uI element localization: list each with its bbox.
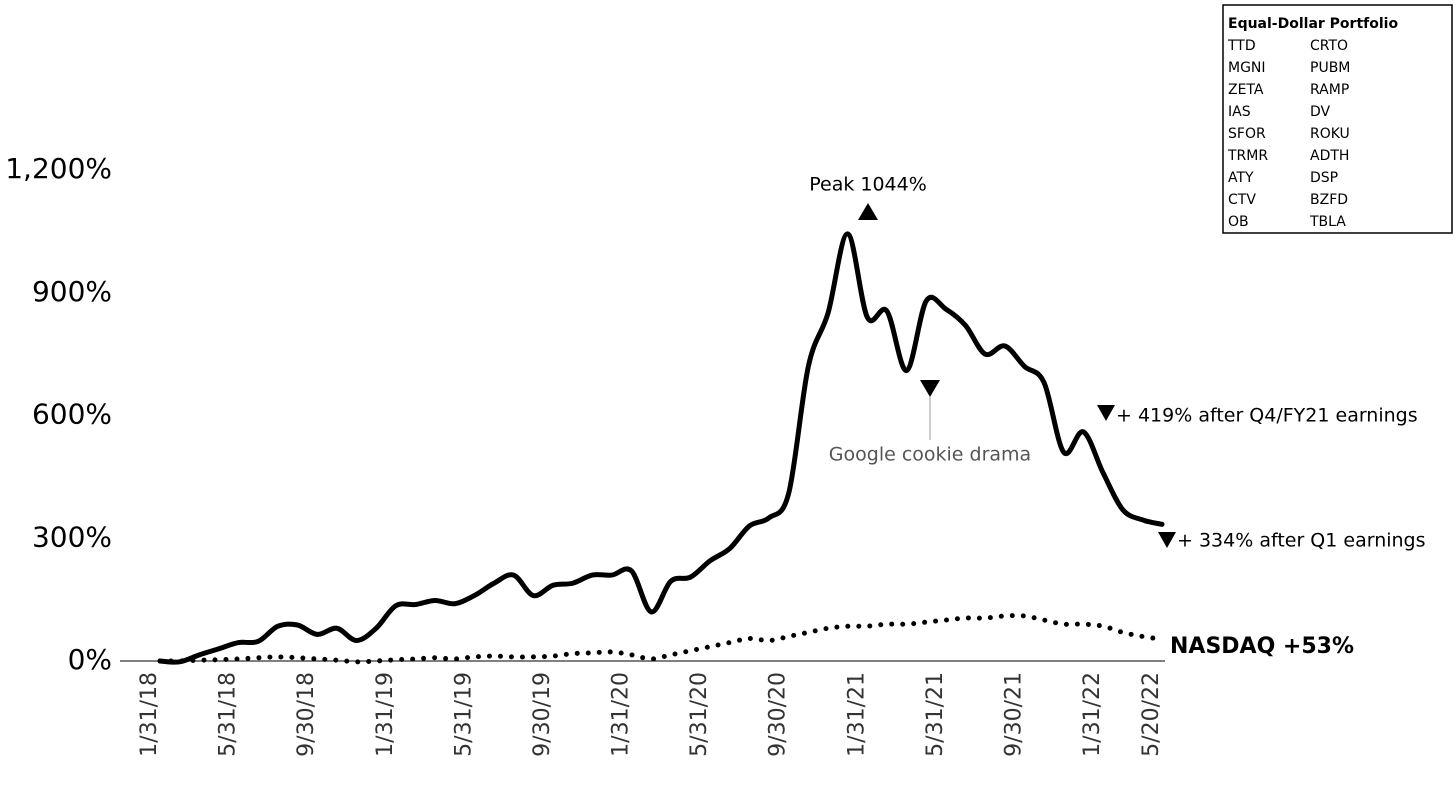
legend-item: DV (1310, 104, 1331, 120)
annotation: + 419% after Q4/FY21 earnings (1116, 405, 1418, 427)
x-tick-label: 5/31/21 (923, 672, 948, 757)
legend-item: IAS (1228, 104, 1251, 120)
x-tick-label: 1/31/18 (137, 672, 162, 757)
x-tick-label: 9/30/19 (530, 672, 555, 757)
x-tick-label: 1/31/19 (373, 672, 398, 757)
line-series (157, 613, 1165, 665)
legend-item: PUBM (1310, 60, 1350, 76)
marker (1158, 532, 1176, 548)
legend-item: TBLA (1309, 214, 1346, 230)
x-tick-label: 1/31/20 (609, 672, 634, 757)
annotation: Peak 1044% (809, 174, 927, 196)
annotation: NASDAQ +53% (1170, 634, 1354, 659)
legend-item: RAMP (1310, 82, 1349, 98)
legend-item: BZFD (1310, 192, 1348, 208)
legend-item: ADTH (1310, 148, 1349, 164)
legend-box (1222, 4, 1453, 234)
legend-item: ROKU (1310, 126, 1350, 142)
marker (920, 380, 940, 397)
legend-item: TTD (1227, 38, 1256, 54)
y-tick-label: 300% (32, 520, 112, 553)
x-tick-label: 5/31/18 (216, 672, 241, 757)
annotation: Google cookie drama (829, 444, 1031, 466)
legend-item: CRTO (1310, 38, 1348, 54)
legend-title: Equal-Dollar Portfolio (1228, 16, 1398, 32)
x-tick-label: 1/31/21 (844, 672, 869, 757)
x-tick-label: 9/30/20 (766, 672, 791, 757)
x-tick-label: 1/31/22 (1080, 672, 1105, 757)
x-tick-label: 9/30/21 (1001, 672, 1026, 757)
legend-item: ATY (1228, 170, 1254, 186)
legend-item: OB (1228, 214, 1249, 230)
line-series (157, 231, 1165, 665)
y-tick-label: 1,200% (5, 152, 112, 185)
x-tick-label: 5/20/22 (1139, 672, 1164, 757)
legend-item: TRMR (1227, 148, 1268, 164)
x-tick-label: 9/30/18 (294, 672, 319, 757)
legend-item: DSP (1310, 170, 1338, 186)
x-tick-label: 5/31/19 (451, 672, 476, 757)
peak-marker (858, 203, 878, 220)
marker (1097, 405, 1115, 421)
x-tick-label: 5/31/20 (687, 672, 712, 757)
y-tick-label: 900% (32, 275, 112, 308)
annotation: + 334% after Q1 earnings (1177, 530, 1426, 552)
legend-item: SFOR (1228, 126, 1266, 142)
legend-item: MGNI (1228, 60, 1266, 76)
legend-item: CTV (1228, 192, 1256, 208)
y-tick-label: 600% (32, 398, 112, 431)
y-tick-label: 0% (68, 643, 112, 676)
legend-item: ZETA (1228, 82, 1264, 98)
